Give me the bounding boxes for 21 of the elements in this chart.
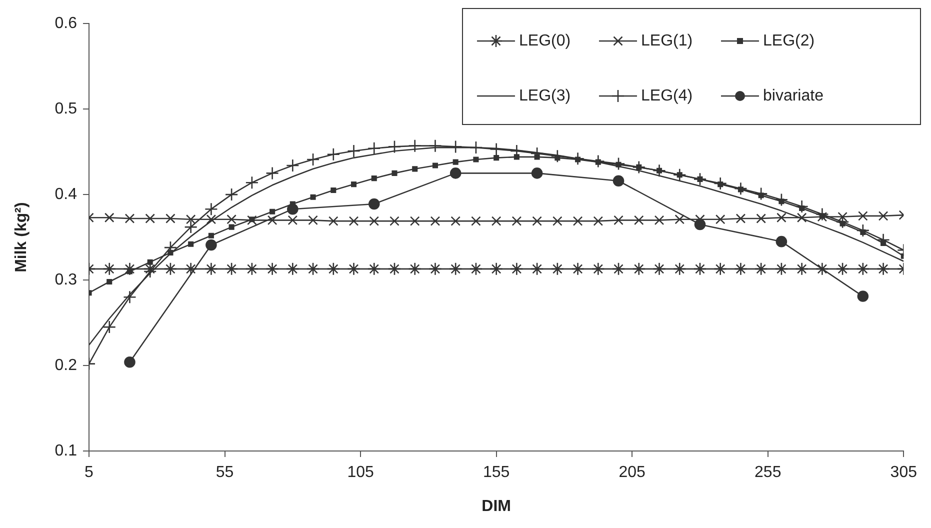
x-tick-label: 205 xyxy=(618,464,646,482)
y-tick-label: 0.4 xyxy=(54,186,78,203)
y-tick-label: 0.5 xyxy=(54,100,78,118)
y-tick-label: 0.6 xyxy=(54,15,78,32)
x-tick-label: 305 xyxy=(890,464,918,482)
legend-label: LEG(0) xyxy=(519,32,571,50)
x-tick-label: 105 xyxy=(347,464,374,482)
x-tick-label: 5 xyxy=(84,464,94,482)
legend-label: LEG(1) xyxy=(641,32,693,50)
legend-label: LEG(2) xyxy=(763,32,815,50)
y-tick-label: 0.1 xyxy=(54,442,78,460)
x-tick-label: 255 xyxy=(754,464,782,482)
x-tick-label: 55 xyxy=(216,464,234,482)
y-tick-label: 0.3 xyxy=(54,271,78,288)
legend-label: bivariate xyxy=(763,87,824,104)
x-axis-title: DIM xyxy=(482,498,511,515)
y-tick-label: 0.2 xyxy=(54,356,78,374)
x-tick-label: 155 xyxy=(482,464,510,482)
legend-label: LEG(4) xyxy=(641,87,693,104)
y-axis-title: Milk (kg²) xyxy=(13,202,30,272)
legend-label: LEG(3) xyxy=(519,87,571,104)
